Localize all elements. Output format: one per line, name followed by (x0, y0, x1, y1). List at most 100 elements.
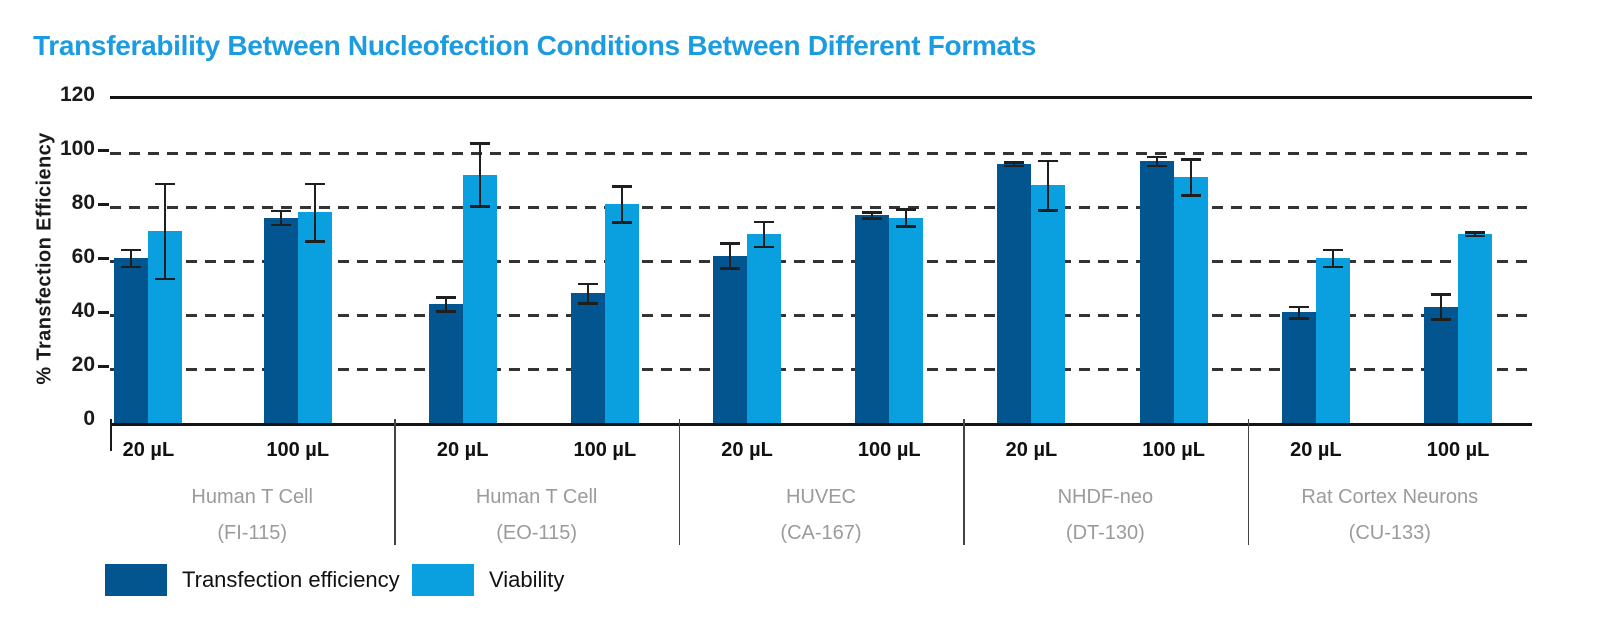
error-bar-cap-top (577, 282, 598, 286)
error-bar-cap-top (1465, 231, 1486, 234)
group-label-code: (CU-133) (1348, 522, 1431, 544)
y-tick-label-60: 60 (71, 245, 95, 268)
bar-efficiency (997, 163, 1032, 423)
error-bar (164, 182, 167, 280)
group-label: HUVEC (CA-167) (780, 479, 861, 551)
y-tick-label-120: 120 (59, 83, 95, 106)
error-bar-cap-top (720, 242, 741, 245)
error-bar (1297, 305, 1300, 320)
error-bar (1440, 293, 1443, 321)
group-label-code: (EO-115) (496, 522, 577, 544)
error-bar-cap-top (754, 220, 775, 223)
gridline-20 (110, 367, 1532, 371)
bar-viability (462, 174, 497, 423)
bar-viability (1458, 234, 1493, 423)
error-bar (130, 248, 133, 268)
error-bar-cap-top (1431, 293, 1452, 296)
error-bar-cap-bottom (121, 265, 142, 269)
legend-label-viability: Viability (489, 567, 565, 592)
error-bar-cap-bottom (896, 225, 917, 228)
bar-efficiency (713, 255, 748, 423)
error-bar-cap-bottom (1146, 164, 1167, 167)
group-label-code: (FI-115) (217, 522, 288, 544)
group-label-name: HUVEC (785, 486, 857, 508)
legend-label-efficiency: Transfection efficiency (182, 567, 400, 592)
y-tick-mark-60 (98, 257, 109, 260)
group-separator (394, 419, 396, 545)
error-bar (444, 296, 447, 313)
error-bar-cap-top (1146, 155, 1167, 159)
x-tick-label: 20 µL (1290, 439, 1342, 461)
gridline-80 (110, 205, 1532, 209)
error-bar (871, 211, 874, 220)
x-tick-label: 20 µL (122, 439, 175, 461)
error-bar-cap-bottom (469, 205, 490, 208)
error-bar-cap-bottom (754, 245, 775, 248)
error-bar (313, 182, 316, 243)
legend: Transfection efficiency Viability (105, 564, 564, 596)
error-bar-cap-top (121, 248, 142, 252)
error-bar-cap-bottom (1431, 318, 1452, 321)
gridline-60 (110, 259, 1532, 263)
bar-viability (604, 204, 639, 423)
bar-efficiency (1281, 312, 1316, 423)
x-tick-label: 100 µL (1426, 439, 1490, 461)
group-label: Human T Cell (EO-115) (476, 479, 598, 551)
error-bar-cap-bottom (155, 277, 176, 281)
error-bar-cap-bottom (304, 240, 325, 243)
legend-entry-viability: Viability (412, 564, 564, 596)
x-axis-area: Human T Cell (FI-115) 20 µL 100 µL Human T C… (110, 419, 1532, 545)
bar-viability (889, 217, 924, 423)
group-label: NHDF-neo (DT-130) (1058, 479, 1154, 551)
legend-swatch-efficiency (105, 564, 167, 596)
x-tick-label: 100 µL (1142, 439, 1205, 461)
y-tick-mark-40 (98, 311, 109, 314)
error-bar (1474, 231, 1477, 237)
bar-viability (1031, 185, 1066, 423)
y-tick-mark-80 (98, 203, 109, 206)
chart-title: Transferability Between Nucleofection Co… (33, 30, 1037, 61)
error-bar-cap-bottom (435, 310, 456, 313)
error-bar-cap-bottom (1038, 209, 1059, 212)
error-bar-cap-top (469, 142, 490, 145)
error-bar-cap-top (155, 182, 176, 186)
y-tick-label-20: 20 (71, 353, 95, 376)
error-bar (478, 142, 481, 207)
group-label-name: NHDF-neo (1057, 486, 1154, 508)
bar-efficiency (570, 293, 605, 423)
error-bar-cap-top (611, 185, 632, 188)
group-separator (678, 419, 681, 545)
bar-viability (1315, 258, 1350, 423)
group-label-name: Human T Cell (191, 486, 313, 508)
group-label-code: (DT-130) (1065, 522, 1145, 544)
error-bar-cap-bottom (1004, 164, 1025, 167)
bar-viability (1173, 177, 1208, 423)
error-bar-cap-bottom (720, 267, 741, 270)
error-bar (905, 208, 908, 228)
group-separator (1247, 419, 1250, 545)
error-bar-cap-bottom (611, 221, 632, 224)
group-label-code: (CA-167) (780, 522, 862, 544)
error-bar-cap-bottom (270, 223, 291, 227)
error-bar-cap-top (270, 209, 291, 213)
group-separator (963, 419, 965, 545)
legend-entry-efficiency: Transfection efficiency (105, 564, 412, 596)
gridline-100 (110, 151, 1532, 155)
x-tick-label: 20 µL (1005, 439, 1058, 461)
error-bar-cap-bottom (1180, 194, 1201, 197)
error-bar-cap-top (896, 208, 917, 211)
error-bar-cap-bottom (862, 217, 883, 220)
y-tick-label-100: 100 (59, 137, 95, 160)
error-bar (1331, 248, 1334, 268)
bar-viability (747, 234, 782, 423)
error-bar-cap-top (1288, 305, 1309, 309)
error-bar-cap-top (862, 211, 883, 214)
bar-efficiency (1139, 161, 1174, 423)
error-bar-cap-top (1322, 248, 1343, 252)
bar-efficiency (428, 304, 463, 423)
error-bar (729, 242, 732, 270)
x-tick-label: 100 µL (266, 439, 330, 461)
y-tick-label-80: 80 (71, 191, 95, 214)
error-bar-cap-top (1180, 158, 1201, 161)
